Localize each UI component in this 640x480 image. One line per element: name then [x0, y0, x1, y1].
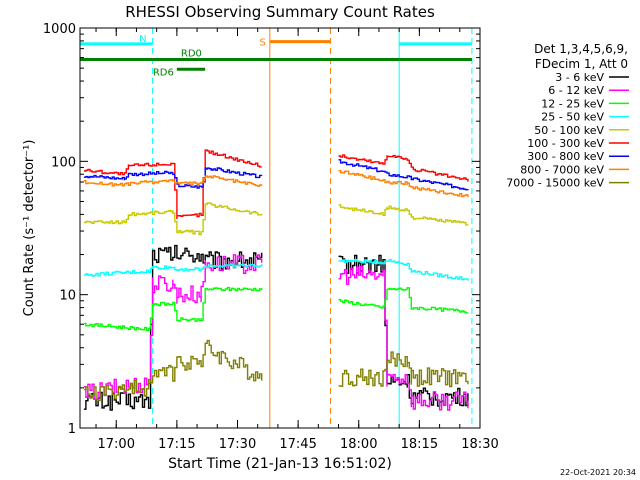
series-line-8-part-1 [338, 351, 469, 388]
legend-label-3: 25 - 50 keV [541, 111, 604, 124]
x-axis-label: Start Time (21-Jan-13 16:51:02) [168, 456, 392, 472]
y-tick-label-2: 100 [51, 155, 76, 170]
series-line-3-part-0 [83, 263, 263, 277]
flag-bars: N S RD0 RD6 [80, 34, 472, 78]
y-axis-label: Count Rate (s⁻¹ detector⁻¹) [22, 140, 37, 317]
series-line-7-part-0 [83, 175, 263, 187]
series-line-6-part-1 [338, 159, 469, 191]
series-line-7-part-1 [338, 170, 469, 198]
legend-label-6: 300 - 800 keV [527, 150, 604, 163]
series-line-4-part-0 [83, 202, 263, 236]
legend-header-line-2: FDecim 1, Att 0 [535, 57, 628, 71]
x-tick-label-4: 18:00 [340, 437, 377, 452]
series-line-1-part-0 [83, 254, 263, 400]
legend: Det 1,3,4,5,6,9, FDecim 1, Att 0 3 - 6 k… [506, 42, 629, 190]
legend-label-7: 800 - 7000 keV [520, 163, 604, 176]
x-tick-label-2: 17:30 [219, 437, 256, 452]
x-tick-label-1: 17:15 [158, 437, 195, 452]
legend-label-0: 3 - 6 keV [555, 71, 604, 84]
series-line-5-part-1 [338, 154, 469, 182]
x-tick-label-0: 17:00 [98, 437, 135, 452]
y-tick-label-0: 1 [68, 422, 76, 437]
x-tick-label-3: 17:45 [279, 437, 316, 452]
flag-label-s: S [259, 38, 265, 49]
series-line-6-part-0 [83, 167, 263, 189]
series-line-1-part-1 [338, 265, 469, 411]
legend-label-2: 12 - 25 keV [541, 97, 604, 110]
x-tick-label-5: 18:15 [401, 437, 438, 452]
series-line-0-part-0 [83, 244, 263, 411]
footer-timestamp: 22-Oct-2021 20:34 [560, 468, 636, 477]
series-line-3-part-1 [338, 258, 469, 281]
vertical-markers [79, 28, 473, 428]
x-tick-label-6: 18:30 [461, 437, 498, 452]
legend-label-5: 100 - 300 keV [527, 137, 604, 150]
series-line-2-part-0 [83, 286, 263, 332]
series-lines [83, 149, 469, 411]
series-line-4-part-1 [338, 204, 469, 226]
series-line-8-part-0 [83, 339, 263, 402]
legend-label-8: 7000 - 15000 keV [506, 177, 604, 190]
legend-label-4: 50 - 100 keV [534, 124, 604, 137]
series-line-2-part-1 [338, 287, 469, 314]
y-tick-label-3: 1000 [43, 22, 76, 37]
chart-title: RHESSI Observing Summary Count Rates [125, 3, 435, 21]
flag-label-n: N [139, 34, 146, 45]
flag-label-rd0: RD0 [181, 49, 202, 60]
flag-label-rd6: RD6 [153, 67, 174, 78]
legend-header-line-1: Det 1,3,4,5,6,9, [534, 42, 628, 56]
plot-frame [79, 27, 481, 429]
y-tick-label-1: 10 [59, 289, 76, 304]
x-axis: 17:00 17:15 17:30 17:45 18:00 18:15 18:30 [95, 28, 499, 452]
series-line-5-part-0 [83, 149, 262, 219]
legend-label-1: 6 - 12 keV [548, 84, 604, 97]
y-axis: 1 10 100 1000 [43, 22, 480, 437]
